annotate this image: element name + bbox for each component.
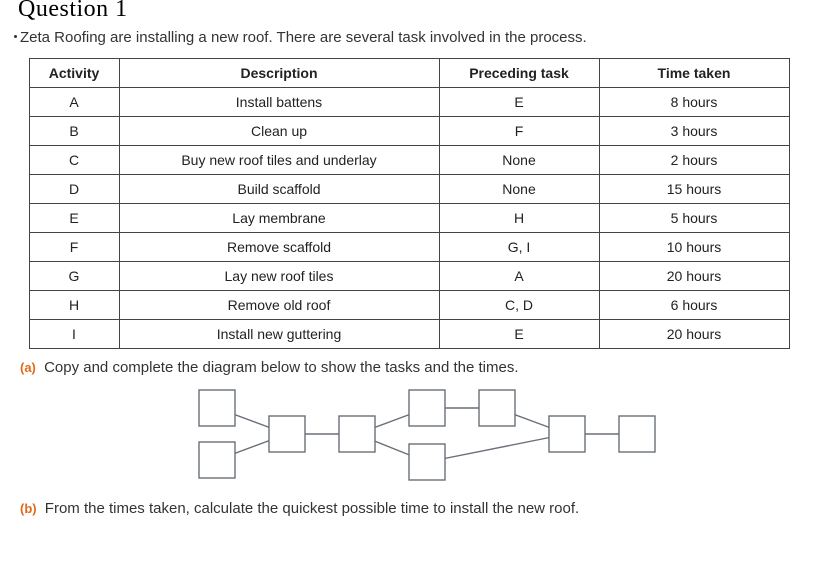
table-cell: Clean up: [119, 117, 439, 146]
table-cell: Lay new roof tiles: [119, 262, 439, 291]
table-cell: F: [439, 117, 599, 146]
table-cell: E: [439, 88, 599, 117]
diagram-node: [269, 416, 305, 452]
col-description: Description: [119, 59, 439, 88]
diagram-node: [339, 416, 375, 452]
table-row: BClean upF3 hours: [29, 117, 789, 146]
table-cell: Remove old roof: [119, 291, 439, 320]
table-cell: F: [29, 233, 119, 262]
table-cell: H: [439, 204, 599, 233]
table-cell: 10 hours: [599, 233, 789, 262]
table-cell: B: [29, 117, 119, 146]
table-row: IInstall new gutteringE20 hours: [29, 320, 789, 349]
diagram-node: [619, 416, 655, 452]
diagram-node: [199, 390, 235, 426]
table-cell: Lay membrane: [119, 204, 439, 233]
question-intro: Zeta Roofing are installing a new roof. …: [14, 29, 798, 46]
activities-table: Activity Description Preceding task Time…: [29, 58, 790, 349]
table-cell: 20 hours: [599, 320, 789, 349]
table-row: AInstall battensE8 hours: [29, 88, 789, 117]
table-cell: Buy new roof tiles and underlay: [119, 146, 439, 175]
table-cell: 6 hours: [599, 291, 789, 320]
col-time: Time taken: [599, 59, 789, 88]
table-cell: 3 hours: [599, 117, 789, 146]
table-cell: 15 hours: [599, 175, 789, 204]
table-cell: D: [29, 175, 119, 204]
table-cell: Remove scaffold: [119, 233, 439, 262]
table-cell: I: [29, 320, 119, 349]
diagram-node: [199, 442, 235, 478]
part-b: (b) From the times taken, calculate the …: [20, 500, 798, 517]
table-row: FRemove scaffoldG, I10 hours: [29, 233, 789, 262]
diagram-node: [409, 390, 445, 426]
network-diagram: [149, 382, 669, 492]
diagram-nodes: [199, 390, 655, 480]
table-cell: None: [439, 146, 599, 175]
table-cell: H: [29, 291, 119, 320]
table-row: HRemove old roofC, D6 hours: [29, 291, 789, 320]
table-cell: 5 hours: [599, 204, 789, 233]
table-row: GLay new roof tilesA20 hours: [29, 262, 789, 291]
col-preceding: Preceding task: [439, 59, 599, 88]
table-cell: 2 hours: [599, 146, 789, 175]
table-cell: Install battens: [119, 88, 439, 117]
part-b-text: From the times taken, calculate the quic…: [45, 500, 579, 517]
col-activity: Activity: [29, 59, 119, 88]
table-cell: A: [29, 88, 119, 117]
table-row: CBuy new roof tiles and underlayNone2 ho…: [29, 146, 789, 175]
table-cell: Build scaffold: [119, 175, 439, 204]
table-cell: E: [439, 320, 599, 349]
table-cell: 8 hours: [599, 88, 789, 117]
table-cell: G: [29, 262, 119, 291]
table-cell: None: [439, 175, 599, 204]
table-cell: C: [29, 146, 119, 175]
question-heading: Question 1: [18, 0, 798, 23]
part-a-label: (a): [20, 360, 36, 375]
table-body: AInstall battensE8 hoursBClean upF3 hour…: [29, 88, 789, 349]
table-row: DBuild scaffoldNone15 hours: [29, 175, 789, 204]
table-cell: Install new guttering: [119, 320, 439, 349]
diagram-edge: [427, 434, 567, 462]
table-cell: G, I: [439, 233, 599, 262]
part-a: (a) Copy and complete the diagram below …: [20, 359, 798, 376]
table-header-row: Activity Description Preceding task Time…: [29, 59, 789, 88]
diagram-node: [409, 444, 445, 480]
intro-text: Zeta Roofing are installing a new roof. …: [20, 29, 587, 46]
table-cell: A: [439, 262, 599, 291]
part-b-label: (b): [20, 501, 37, 516]
table-row: ELay membraneH5 hours: [29, 204, 789, 233]
table-cell: E: [29, 204, 119, 233]
diagram-node: [549, 416, 585, 452]
bullet-dot: [14, 35, 17, 38]
part-a-text: Copy and complete the diagram below to s…: [44, 359, 518, 376]
diagram-node: [479, 390, 515, 426]
table-cell: C, D: [439, 291, 599, 320]
table-cell: 20 hours: [599, 262, 789, 291]
